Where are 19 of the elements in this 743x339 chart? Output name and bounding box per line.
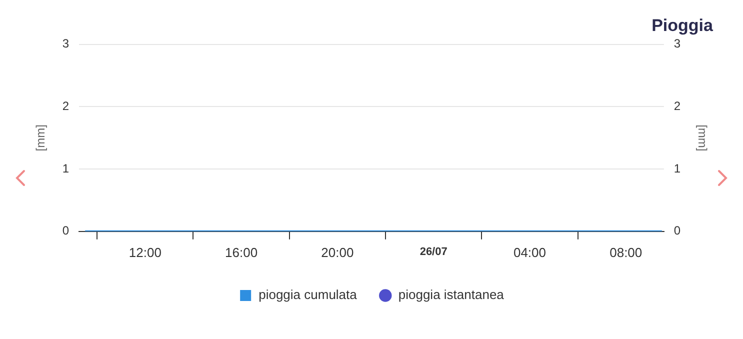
x-tick-label: 16:00 [225, 244, 258, 260]
y2-tick-label: 2 [674, 99, 681, 114]
y2-tick-label: 3 [674, 36, 681, 51]
legend-label: pioggia cumulata [258, 287, 358, 302]
x-tick-label: 12:00 [128, 244, 162, 260]
y-tick-label: 2 [62, 99, 70, 114]
chart-title: Pioggia [652, 16, 714, 35]
y2-tick-label: 0 [674, 224, 681, 238]
y-tick-label: 3 [62, 36, 70, 51]
y-axis-title: [mm] [34, 124, 48, 152]
x-tick-label: 20:00 [321, 244, 354, 260]
x-tick-label: 26/07 [420, 246, 448, 258]
y2-axis-title: [mm] [695, 124, 710, 152]
y-tick-label: 1 [62, 161, 70, 176]
x-tick-label: 04:00 [513, 244, 546, 260]
y-tick-label: 0 [62, 224, 70, 238]
x-tick-label: 08:00 [610, 244, 642, 260]
y2-tick-label: 1 [674, 161, 681, 176]
legend-label: pioggia istantanea [398, 287, 505, 302]
